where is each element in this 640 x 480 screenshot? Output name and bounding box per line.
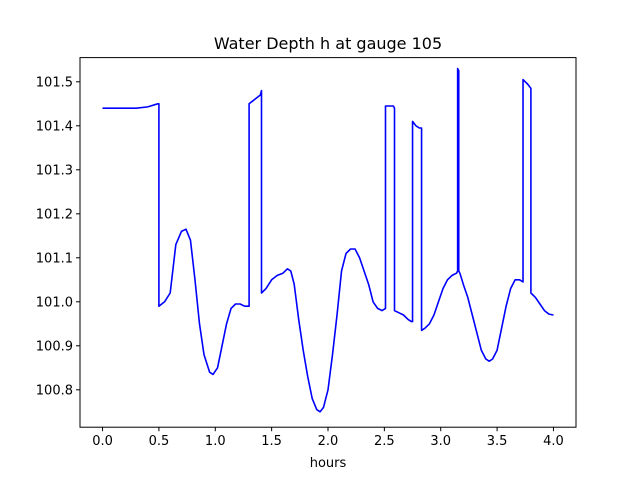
x-tick-label: 4.0 [543,434,564,449]
y-tick-label: 100.9 [36,339,73,354]
x-tick-label: 0.5 [149,434,170,449]
y-tick-label: 101.2 [36,207,73,222]
chart-title: Water Depth h at gauge 105 [214,34,442,53]
x-tick-label: 3.5 [487,434,508,449]
x-tick-label: 2.5 [374,434,395,449]
x-tick-label: 2.0 [318,434,339,449]
x-tick-label: 0.0 [92,434,113,449]
y-tick-label: 101.1 [36,251,73,266]
x-tick-label: 3.0 [430,434,451,449]
series-line-0 [102,67,554,413]
y-tick-label: 101.5 [36,75,73,90]
x-ticks: 0.0 0.5 1.0 1.5 2.0 2.5 3.0 3.5 4.0 [92,427,564,449]
x-axis-label: hours [310,456,347,471]
y-tick-label: 101.3 [36,163,73,178]
x-tick-label: 1.0 [205,434,226,449]
y-ticks: 100.8 100.9 101.0 101.1 101.2 101.3 101.4 101.5 [36,75,80,398]
y-tick-label: 101.0 [36,295,73,310]
plot-layer [102,67,554,413]
x-tick-label: 1.5 [261,434,282,449]
y-tick-label: 101.4 [36,119,73,134]
y-tick-label: 100.8 [36,383,73,398]
